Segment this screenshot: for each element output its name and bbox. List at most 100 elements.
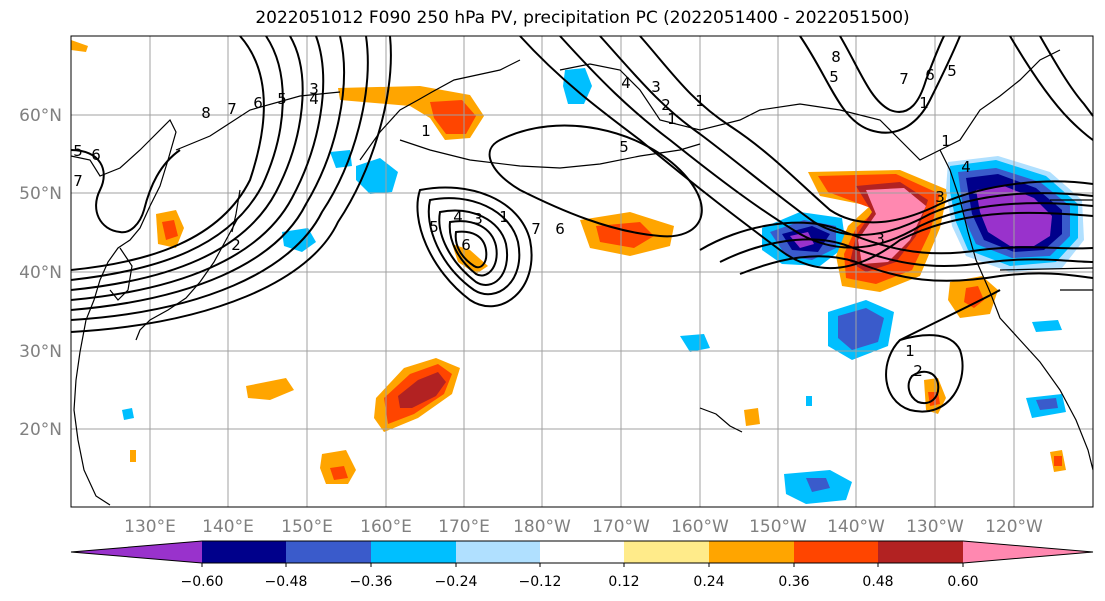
colorbar-labels: −0.60 −0.48 −0.36 −0.24 −0.12 0.12 0.24 0.36 0.4… [181,563,979,590]
shade-tiny-orange [130,450,136,462]
contour-label: 3 [875,230,885,248]
colorbar-swatch [709,541,794,563]
contour-label: 1 [905,342,915,360]
pv-contour-ridge-3 [559,35,1094,249]
shade-japan-sea-core [162,220,178,240]
pv-contour-ridge-2 [519,35,1094,270]
pv-contour-gulf-1 [699,221,1094,255]
shade-mid-blue-core [838,308,884,350]
colorbar-swatch [456,541,540,563]
contour-label: 3 [309,80,319,98]
pv-contour-ridge-1 [488,124,703,238]
pv-contour-jet-3 [70,35,304,291]
shade-tiny-blue [122,408,134,420]
colorbar-swatch [624,541,709,563]
shade-wpac-darkred [398,372,446,408]
shade-alaska-blue [563,68,592,104]
pv-contour-trough-5 [454,230,488,269]
gridlines [71,36,1093,507]
colorbar-tick-label: 0.60 [947,574,978,590]
contour-label: 8 [831,48,841,66]
pv-contours [70,35,1094,413]
lat-label: 40°N [19,263,62,283]
chart-title: 2022051012 F090 250 hPa PV, precipitatio… [255,8,910,28]
contour-label: 4 [453,208,463,226]
pv-contour-rockies-2 [1039,35,1094,117]
pv-contour-ridge-5 [639,35,1094,224]
pv-contour-ridge-4 [599,35,1094,237]
contour-label: 5 [829,68,839,86]
coast-alaska [559,49,1061,161]
lat-label: 20°N [19,420,62,440]
contour-label: 6 [461,236,471,254]
coast-kamchatka [359,59,521,161]
shade-small-blue-2 [1032,320,1062,332]
pv-contour-trough-4 [448,220,498,277]
pv-contour-rockies [1009,35,1094,141]
colorbar [70,540,1094,564]
contour-label: 7 [73,172,83,190]
longitude-labels: 130°E 140°E 150°E 160°E 170°E 180°W 170°W 160°W… [124,517,1043,537]
contour-label: 5 [73,142,83,160]
colorbar-tick-label: 0.12 [608,574,639,590]
contour-label: 2 [913,362,923,380]
contour-label: 6 [925,66,935,84]
contour-label: 3 [651,78,661,96]
shade-corner-orange [71,40,88,52]
colorbar-swatch [794,541,878,563]
colorbar-tick-label: −0.48 [265,574,308,590]
pv-contour-subtrop [885,289,1001,413]
colorbar-swatch [371,541,456,563]
coast-namerica [939,149,1094,471]
shade-small-blue-4 [806,396,812,406]
shade-wpac-orange-2 [246,378,294,400]
lon-label: 160°E [360,517,412,537]
colorbar-swatch [71,541,202,563]
pv-contour-jet-6 [70,35,369,321]
contour-label: 4 [309,90,319,108]
coastlines [70,49,1094,506]
contour-label: 5 [947,62,957,80]
colorbar-tick-label: −0.60 [181,574,224,590]
pv-contour-east-loop-2 [839,35,945,113]
colorbar-swatch [202,541,286,563]
pv-contour-subtrop-2 [907,370,940,404]
contour-label: 5 [277,90,287,108]
colorbar-tick-label: 0.24 [693,574,724,590]
lon-label: 120°W [985,517,1043,537]
pv-contour-trough-1 [416,186,533,308]
contour-label: 6 [555,220,565,238]
colorbar-tick-label: −0.36 [350,574,393,590]
colorbar-tick-label: −0.24 [435,574,478,590]
colorbar-tick-label: −0.12 [519,574,562,590]
contour-label: 5 [429,218,439,236]
contour-label: 8 [201,104,211,122]
lon-label: 140°W [827,517,885,537]
shade-ca-red [964,286,984,308]
lon-label: 140°E [202,517,254,537]
contour-label: 4 [621,74,631,92]
pv-contour-gulf-3 [739,255,1094,282]
latitude-labels: 60°N 50°N 40°N 30°N 20°N [19,106,62,440]
colorbar-swatch [963,541,1093,563]
pv-contour-jet-1 [70,35,265,271]
lon-label: 130°E [124,517,176,537]
shade-small-blue-1 [680,334,710,352]
lon-label: 130°W [906,517,964,537]
pv-contour-west [70,149,181,234]
pv-contour-jet-5 [70,35,345,311]
map-frame [70,35,1094,508]
lon-label: 150°E [281,517,333,537]
lat-label: 50°N [19,184,62,204]
contour-label: 7 [531,220,541,238]
lat-label: 30°N [19,342,62,362]
shade-small-red-2 [1054,456,1062,466]
coast-asia [70,118,177,506]
contour-label: 5 [619,138,629,156]
pv-contour-east-loop [799,35,961,134]
lat-label: 60°N [19,106,62,126]
lon-label: 170°E [438,517,490,537]
contour-label: 7 [899,70,909,88]
